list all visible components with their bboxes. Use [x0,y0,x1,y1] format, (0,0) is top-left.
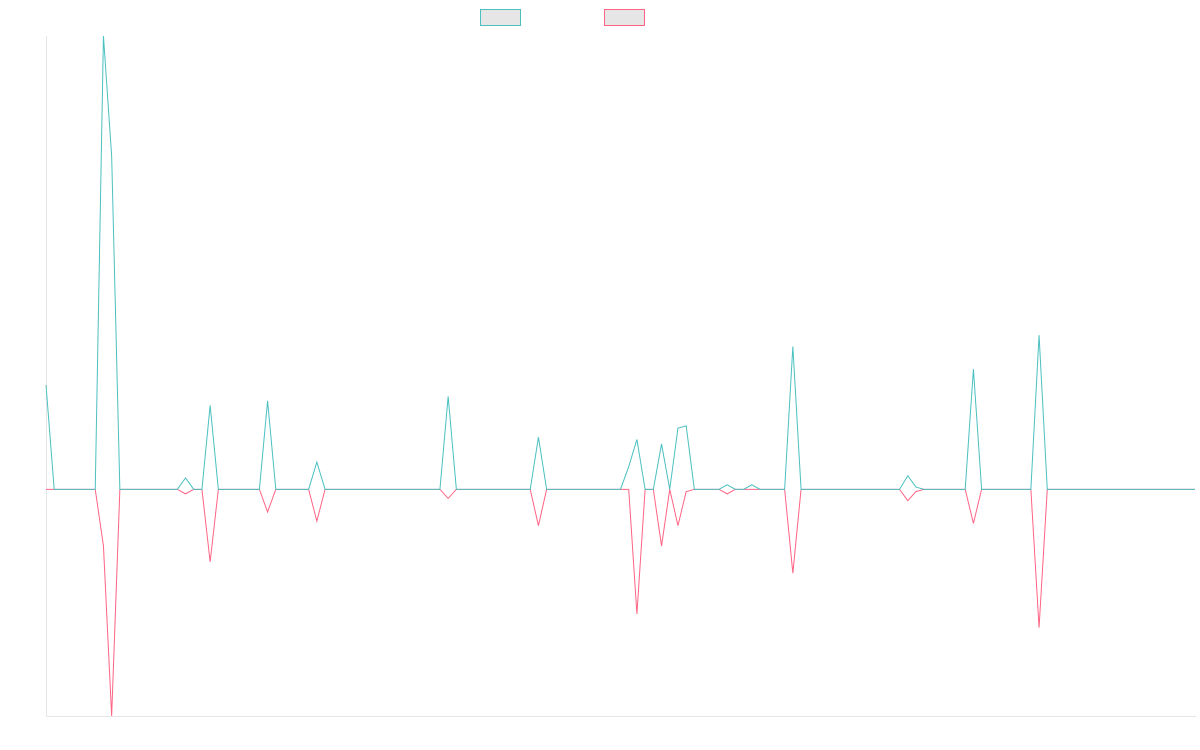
legend-swatch [480,9,521,26]
series-line [46,488,1195,717]
legend-swatch [604,9,645,26]
series-line [45,35,1195,490]
